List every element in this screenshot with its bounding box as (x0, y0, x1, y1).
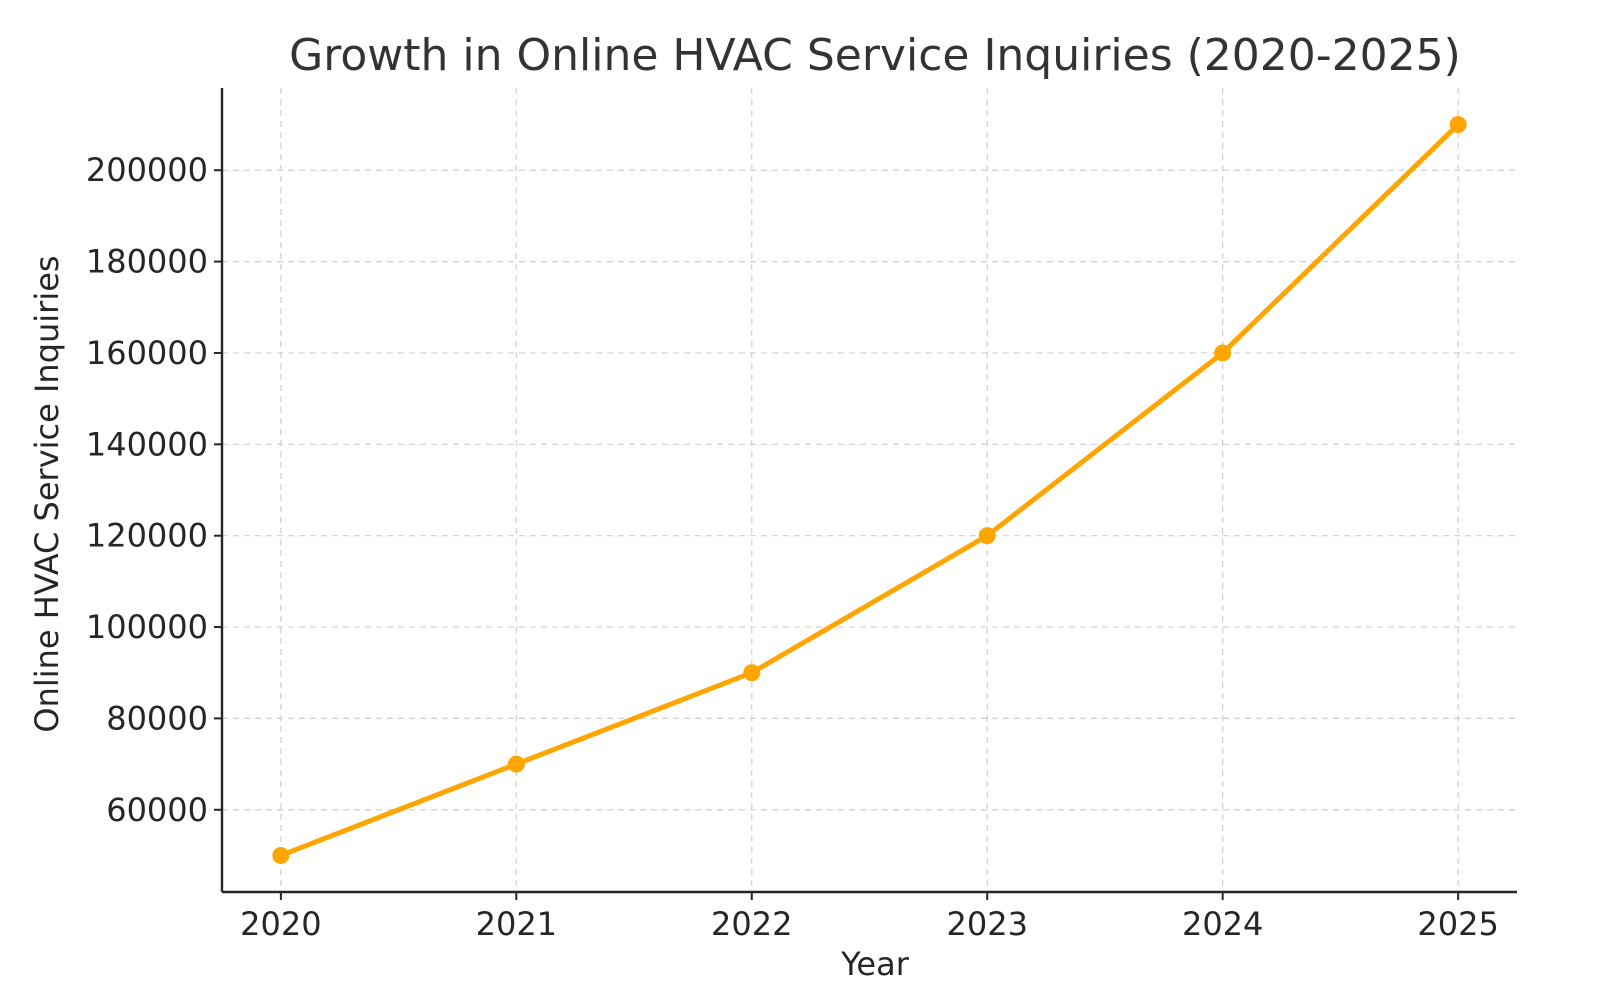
y-axis-label: Online HVAC Service Inquiries (28, 255, 66, 732)
axes (220, 88, 1517, 894)
y-tick-label: 180000 (86, 243, 208, 281)
data-point (1449, 116, 1467, 134)
x-tick-label: 2025 (1417, 905, 1498, 943)
x-tick-label: 2023 (947, 905, 1028, 943)
y-axis-ticks: 60000 80000 100000 120000 140000 160000 180000… (86, 151, 222, 829)
y-tick-label: 160000 (86, 334, 208, 372)
grid (222, 88, 1517, 892)
data-point (272, 846, 290, 864)
x-tick-label: 2020 (240, 905, 321, 943)
x-tick-label: 2021 (476, 905, 557, 943)
y-tick-label: 60000 (106, 791, 208, 829)
y-tick-label: 140000 (86, 425, 208, 463)
x-axis-ticks: 2020 2021 2022 2023 2024 2025 (240, 892, 1499, 943)
data-point (1214, 344, 1232, 362)
series (272, 116, 1467, 864)
y-tick-label: 80000 (106, 699, 208, 737)
x-tick-label: 2024 (1182, 905, 1263, 943)
chart-title: Growth in Online HVAC Service Inquiries … (289, 30, 1461, 81)
x-axis-label: Year (840, 945, 910, 983)
x-tick-label: 2022 (711, 905, 792, 943)
y-tick-label: 100000 (86, 608, 208, 646)
series-line (278, 122, 1461, 858)
data-point (978, 527, 996, 545)
y-tick-label: 200000 (86, 151, 208, 189)
data-point (743, 664, 761, 682)
y-tick-label: 120000 (86, 517, 208, 555)
data-point (507, 755, 525, 773)
